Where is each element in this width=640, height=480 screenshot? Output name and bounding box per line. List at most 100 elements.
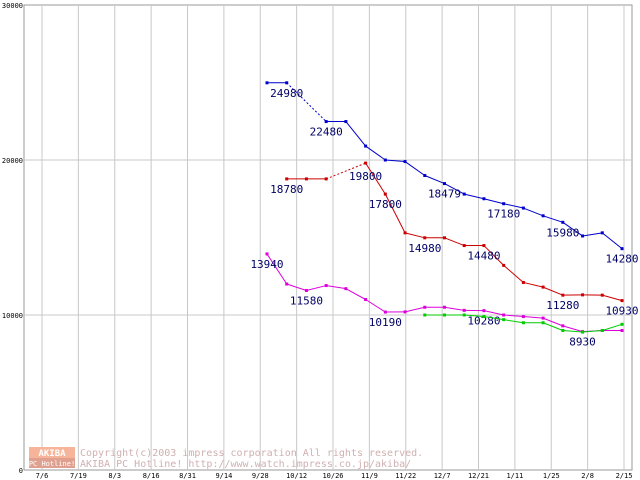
series-magenta-point bbox=[285, 282, 289, 286]
series-red-point bbox=[620, 299, 624, 303]
series-magenta-segment bbox=[503, 314, 524, 318]
x-tick-label: 1/11 bbox=[506, 472, 523, 480]
series-green-point bbox=[482, 315, 486, 319]
akiba-logo-text: AKIBA bbox=[38, 449, 66, 459]
x-tick-label: 2/15 bbox=[616, 472, 633, 480]
data-label: 10930 bbox=[605, 305, 638, 318]
data-label: 10190 bbox=[369, 316, 402, 329]
series-red-segment bbox=[384, 193, 406, 234]
series-blue-point bbox=[344, 120, 348, 124]
akiba-logo: AKIBA PC Hotline! bbox=[29, 447, 75, 468]
series-magenta-point bbox=[383, 310, 387, 314]
series-magenta-point bbox=[265, 252, 269, 256]
series-green-point bbox=[462, 313, 466, 317]
series-red-segment bbox=[325, 162, 366, 180]
series-blue-segment bbox=[286, 82, 327, 122]
series-blue-segment bbox=[424, 175, 445, 185]
series-red-point bbox=[561, 293, 565, 297]
x-tick-label: 8/16 bbox=[143, 472, 160, 480]
series-magenta-segment bbox=[562, 325, 583, 333]
series-green-segment bbox=[483, 316, 504, 321]
y-tick-label: 0 bbox=[19, 467, 23, 475]
series-magenta-point bbox=[304, 289, 308, 293]
series-magenta-point bbox=[344, 287, 348, 291]
y-axis: 0 10000 20000 30000 bbox=[2, 2, 23, 475]
data-label: 18780 bbox=[270, 183, 303, 196]
series-red-point bbox=[600, 293, 604, 297]
series-red-point bbox=[502, 263, 506, 267]
series-magenta-segment bbox=[542, 317, 564, 327]
data-label: 14980 bbox=[408, 242, 441, 255]
data-label: 14480 bbox=[467, 250, 500, 263]
x-tick-label: 9/14 bbox=[215, 472, 232, 480]
data-label: 11280 bbox=[546, 299, 579, 312]
data-label: 8930 bbox=[569, 336, 596, 349]
series-blue-point bbox=[265, 81, 269, 85]
x-tick-label: 9/28 bbox=[252, 472, 269, 480]
series-magenta-segment bbox=[266, 253, 288, 285]
series-red-segment bbox=[503, 265, 524, 283]
data-label: 11580 bbox=[290, 295, 323, 308]
series-magenta-point bbox=[541, 316, 545, 320]
series-blue-point bbox=[383, 158, 387, 162]
series-red-point bbox=[324, 177, 328, 181]
x-tick-label: 8/31 bbox=[179, 472, 196, 480]
akiba-logo-subtext: PC Hotline! bbox=[29, 460, 75, 468]
series-green bbox=[423, 313, 624, 334]
series-green-segment bbox=[582, 330, 603, 333]
series-blue-segment bbox=[523, 207, 544, 217]
series-red-point bbox=[383, 192, 387, 196]
series-blue-segment bbox=[503, 203, 524, 209]
x-tick-label: 11/9 bbox=[361, 472, 378, 480]
series-blue-segment bbox=[345, 121, 367, 147]
x-tick-label: 12/21 bbox=[468, 472, 489, 480]
series-red-point bbox=[403, 231, 407, 235]
plot-area bbox=[23, 4, 633, 471]
y-tick-label: 20000 bbox=[2, 157, 23, 165]
series-green-point bbox=[443, 313, 446, 317]
series-layer: 24980 22480 18479 17180 15980 14280 18780 19800… bbox=[250, 81, 639, 349]
x-axis: 7/6 7/19 8/3 8/16 8/31 9/14 9/28 10/12 10/26 11/9… bbox=[36, 472, 633, 480]
data-label: 13940 bbox=[250, 258, 283, 271]
series-blue-segment bbox=[444, 183, 465, 195]
copyright-text: Copyright(c)2003 impress corporation All… bbox=[80, 448, 423, 459]
data-label: 18479 bbox=[428, 188, 461, 201]
data-label: 24980 bbox=[270, 87, 303, 100]
series-green-point bbox=[620, 322, 624, 326]
series-blue-point bbox=[285, 81, 289, 85]
series-green-segment bbox=[602, 323, 623, 331]
series-blue-point bbox=[521, 206, 525, 210]
series-green-segment bbox=[542, 322, 564, 331]
series-green-point bbox=[561, 329, 565, 332]
series-blue-segment bbox=[562, 221, 583, 237]
series-magenta-segment bbox=[326, 285, 346, 290]
series-magenta-segment bbox=[286, 283, 307, 291]
series-green-segment bbox=[464, 314, 484, 318]
series-red-point bbox=[581, 293, 585, 297]
series-red-point bbox=[304, 177, 308, 181]
x-tick-label: 11/22 bbox=[395, 472, 416, 480]
series-magenta-point bbox=[521, 315, 525, 319]
series-red-point bbox=[482, 244, 486, 248]
series-magenta-segment bbox=[483, 310, 504, 316]
series-magenta-segment bbox=[523, 316, 544, 319]
series-magenta-segment bbox=[444, 306, 465, 311]
series-green-point bbox=[521, 321, 525, 325]
grid bbox=[24, 5, 632, 470]
series-blue-point bbox=[423, 174, 427, 177]
series-green-point bbox=[600, 329, 604, 332]
series-blue-segment bbox=[542, 215, 563, 223]
series-blue-point bbox=[482, 197, 486, 201]
x-tick-label: 10/26 bbox=[322, 472, 343, 480]
series-blue-point bbox=[600, 231, 604, 235]
series-blue-point bbox=[561, 220, 565, 224]
x-tick-label: 2/8 bbox=[581, 472, 594, 480]
series-blue-point bbox=[443, 182, 446, 186]
series-blue-point bbox=[581, 234, 585, 238]
x-tick-label: 10/12 bbox=[286, 472, 307, 480]
series-red-segment bbox=[602, 294, 623, 302]
series-red-segment bbox=[365, 162, 386, 195]
series-magenta-point bbox=[443, 305, 446, 309]
series-magenta-point bbox=[324, 284, 328, 288]
